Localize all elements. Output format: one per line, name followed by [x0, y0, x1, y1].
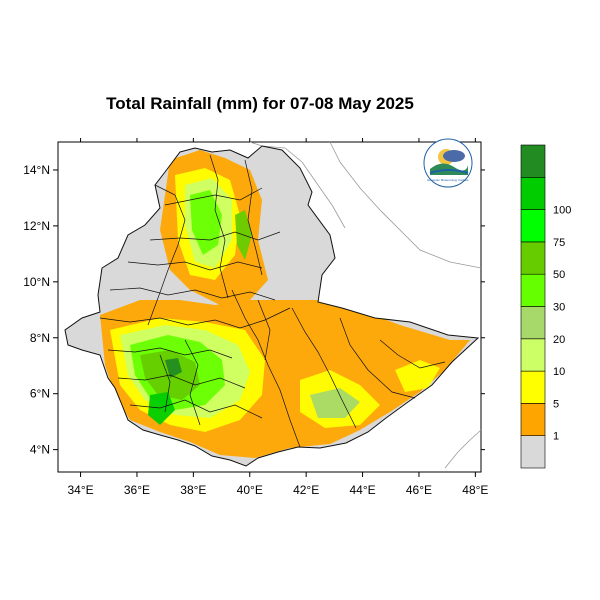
- colorbar-swatch: [520, 403, 546, 436]
- admin-boundaries: [64, 145, 480, 467]
- x-tick-label: 48°E: [462, 483, 488, 497]
- y-tick-label: 14°N: [23, 163, 50, 177]
- colorbar-swatch: [520, 306, 546, 340]
- x-tick-label: 46°E: [406, 483, 432, 497]
- colorbar-swatch: [520, 241, 546, 275]
- colorbar-label: 20: [553, 334, 565, 346]
- map-title: Total Rainfall (mm) for 07-08 May 2025: [106, 94, 414, 113]
- colorbar-swatch: [520, 338, 546, 372]
- colorbar-swatch: [520, 370, 546, 404]
- rainfall-patch: [148, 392, 175, 425]
- colorbar-swatch: [520, 435, 546, 469]
- colorbar-swatch: [520, 273, 546, 307]
- map-axes: 34°E 36°E 38°E 40°E 42°E 44°E 46°E 48°E 14°N 12°N…: [23, 138, 488, 497]
- y-tick-label: 8°N: [30, 331, 50, 345]
- x-tick-label: 44°E: [349, 483, 375, 497]
- colorbar-label: 75: [553, 237, 565, 249]
- y-tick-label: 10°N: [23, 275, 50, 289]
- colorbar-label: 30: [553, 302, 565, 314]
- colorbar-label: 10: [553, 366, 565, 378]
- rainfall-field: [100, 150, 470, 458]
- colorbar-swatch: [520, 144, 546, 178]
- colorbar-label: 5: [553, 398, 559, 410]
- y-tick-label: 6°N: [30, 387, 50, 401]
- rainfall-patch: [165, 358, 182, 378]
- y-tick-label: 12°N: [23, 219, 50, 233]
- colorbar-label: 50: [553, 269, 565, 281]
- colorbar-label: 1: [553, 431, 559, 443]
- x-tick-label: 40°E: [237, 483, 263, 497]
- colorbar: 1 5 10 20 30 50 75 100: [520, 144, 571, 469]
- colorbar-swatch: [520, 209, 546, 243]
- x-tick-label: 38°E: [180, 483, 206, 497]
- rainfall-patch: [395, 360, 440, 392]
- colorbar-label: 100: [553, 205, 571, 217]
- x-tick-label: 42°E: [293, 483, 319, 497]
- y-tick-label: 4°N: [30, 443, 50, 457]
- x-tick-label: 36°E: [124, 483, 150, 497]
- colorbar-swatch: [520, 177, 546, 210]
- x-tick-label: 34°E: [67, 483, 93, 497]
- institute-logo: Ethiopian Meteorology Institute: [423, 138, 473, 188]
- logo-text: Ethiopian Meteorology Institute: [427, 178, 469, 182]
